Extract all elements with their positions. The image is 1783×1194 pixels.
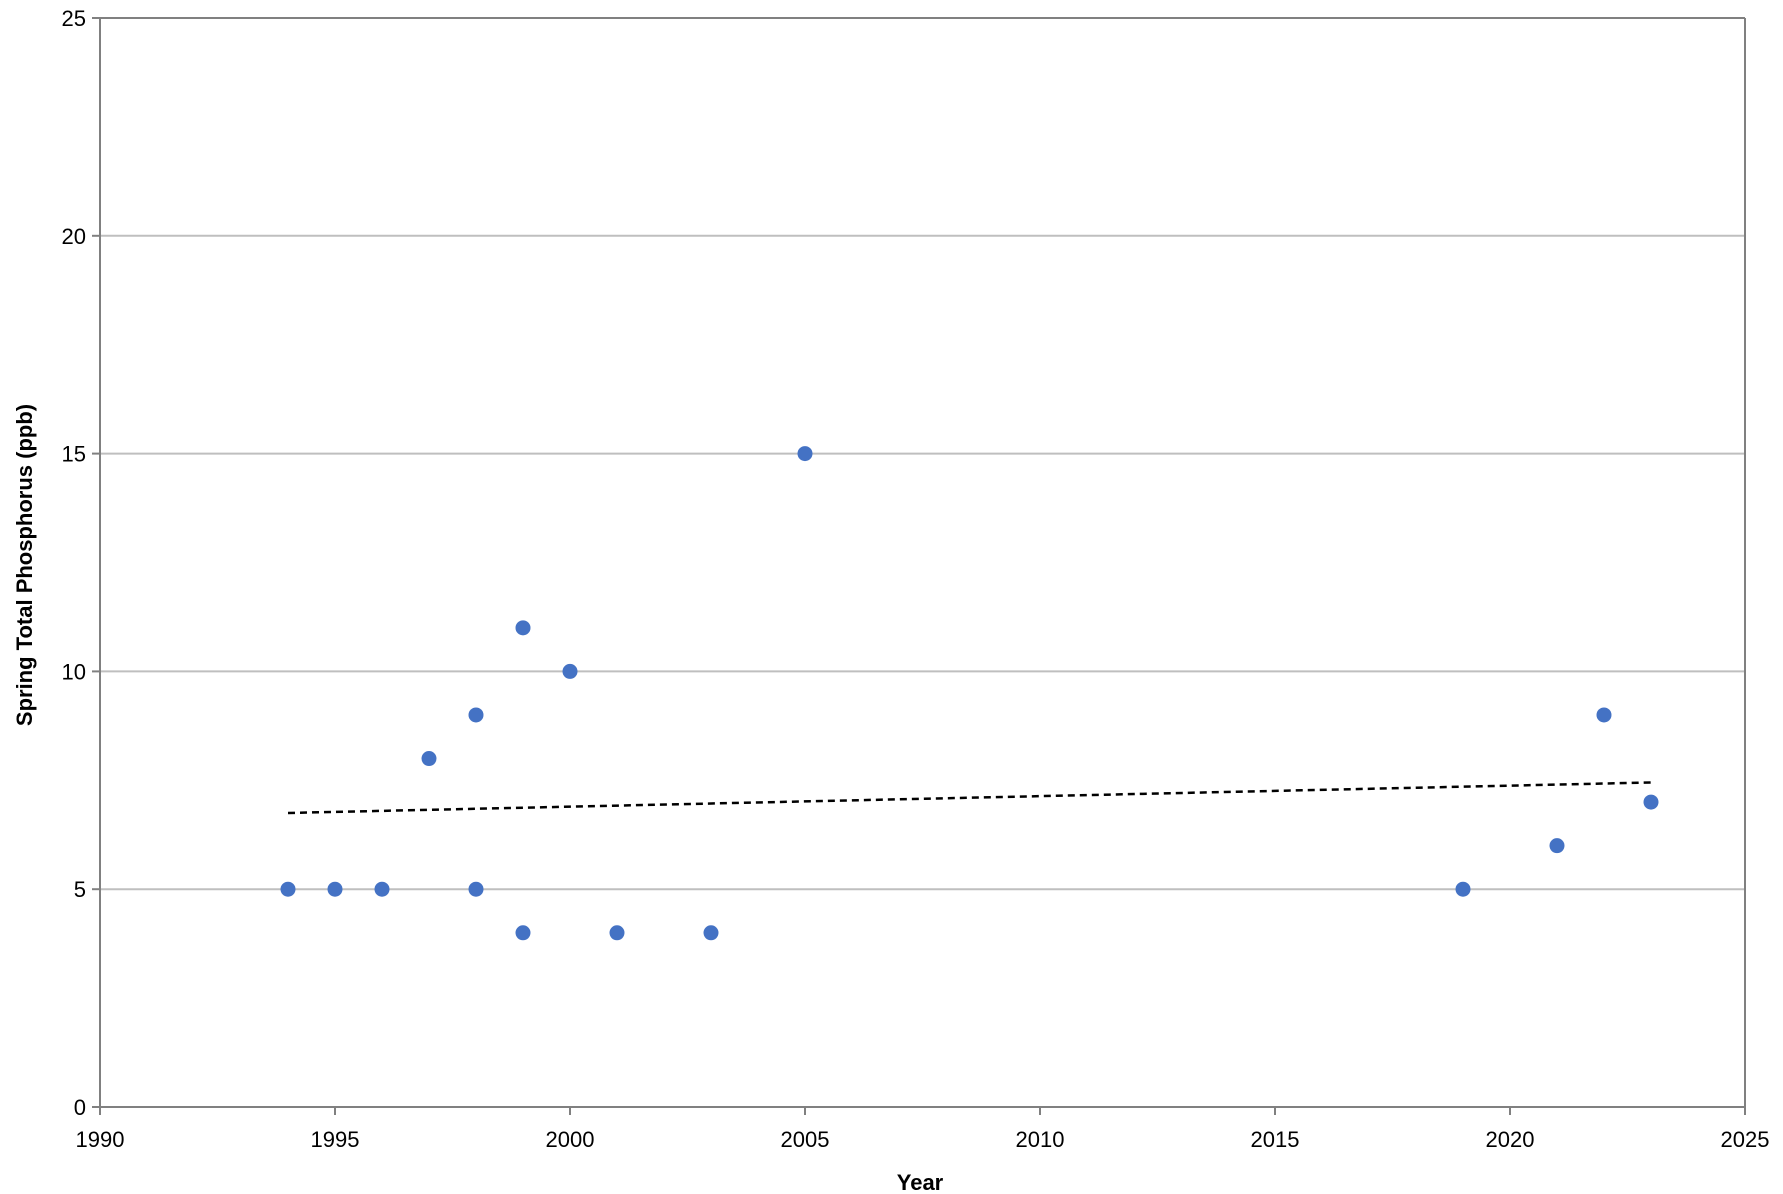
- y-axis-title: Spring Total Phosphorus (ppb): [12, 404, 37, 726]
- y-tick-label-5: 5: [74, 877, 86, 902]
- data-point-2022-9: [1596, 707, 1612, 723]
- y-tick-label-25: 25: [62, 6, 86, 31]
- data-point-1994-5: [280, 881, 296, 897]
- x-tick-label-1990: 1990: [76, 1127, 125, 1152]
- x-tick-label-2000: 2000: [546, 1127, 595, 1152]
- x-tick-label-2015: 2015: [1251, 1127, 1300, 1152]
- y-tick-label-10: 10: [62, 659, 86, 684]
- data-point-2019-5: [1455, 881, 1471, 897]
- trendline-layer: [287, 781, 1652, 815]
- points-layer: [280, 446, 1659, 941]
- data-point-2001-4: [609, 925, 625, 941]
- data-point-1998-9: [468, 707, 484, 723]
- x-tick-label-2025: 2025: [1721, 1127, 1770, 1152]
- data-point-1996-5: [374, 881, 390, 897]
- data-point-2005-15: [797, 446, 813, 462]
- data-point-2003-4: [703, 925, 719, 941]
- x-tick-label-2020: 2020: [1486, 1127, 1535, 1152]
- x-tick-label-2010: 2010: [1016, 1127, 1065, 1152]
- data-point-2000-10: [562, 663, 578, 679]
- data-point-1999-11: [515, 620, 531, 636]
- data-point-2021-6: [1549, 838, 1565, 854]
- x-axis-title: Year: [897, 1170, 944, 1194]
- data-point-1997-8: [421, 751, 437, 767]
- data-point-1995-5: [327, 881, 343, 897]
- linear-trendline: [287, 781, 1652, 815]
- data-point-1999-4: [515, 925, 531, 941]
- y-tick-label-0: 0: [74, 1095, 86, 1120]
- data-point-1998-5: [468, 881, 484, 897]
- x-tick-label-2005: 2005: [781, 1127, 830, 1152]
- grid-layer: [100, 17, 1745, 891]
- data-point-2023-7: [1643, 794, 1659, 810]
- x-tick-label-1995: 1995: [311, 1127, 360, 1152]
- y-tick-label-15: 15: [62, 442, 86, 467]
- y-tick-label-20: 20: [62, 224, 86, 249]
- axes-layer: [92, 17, 1746, 1115]
